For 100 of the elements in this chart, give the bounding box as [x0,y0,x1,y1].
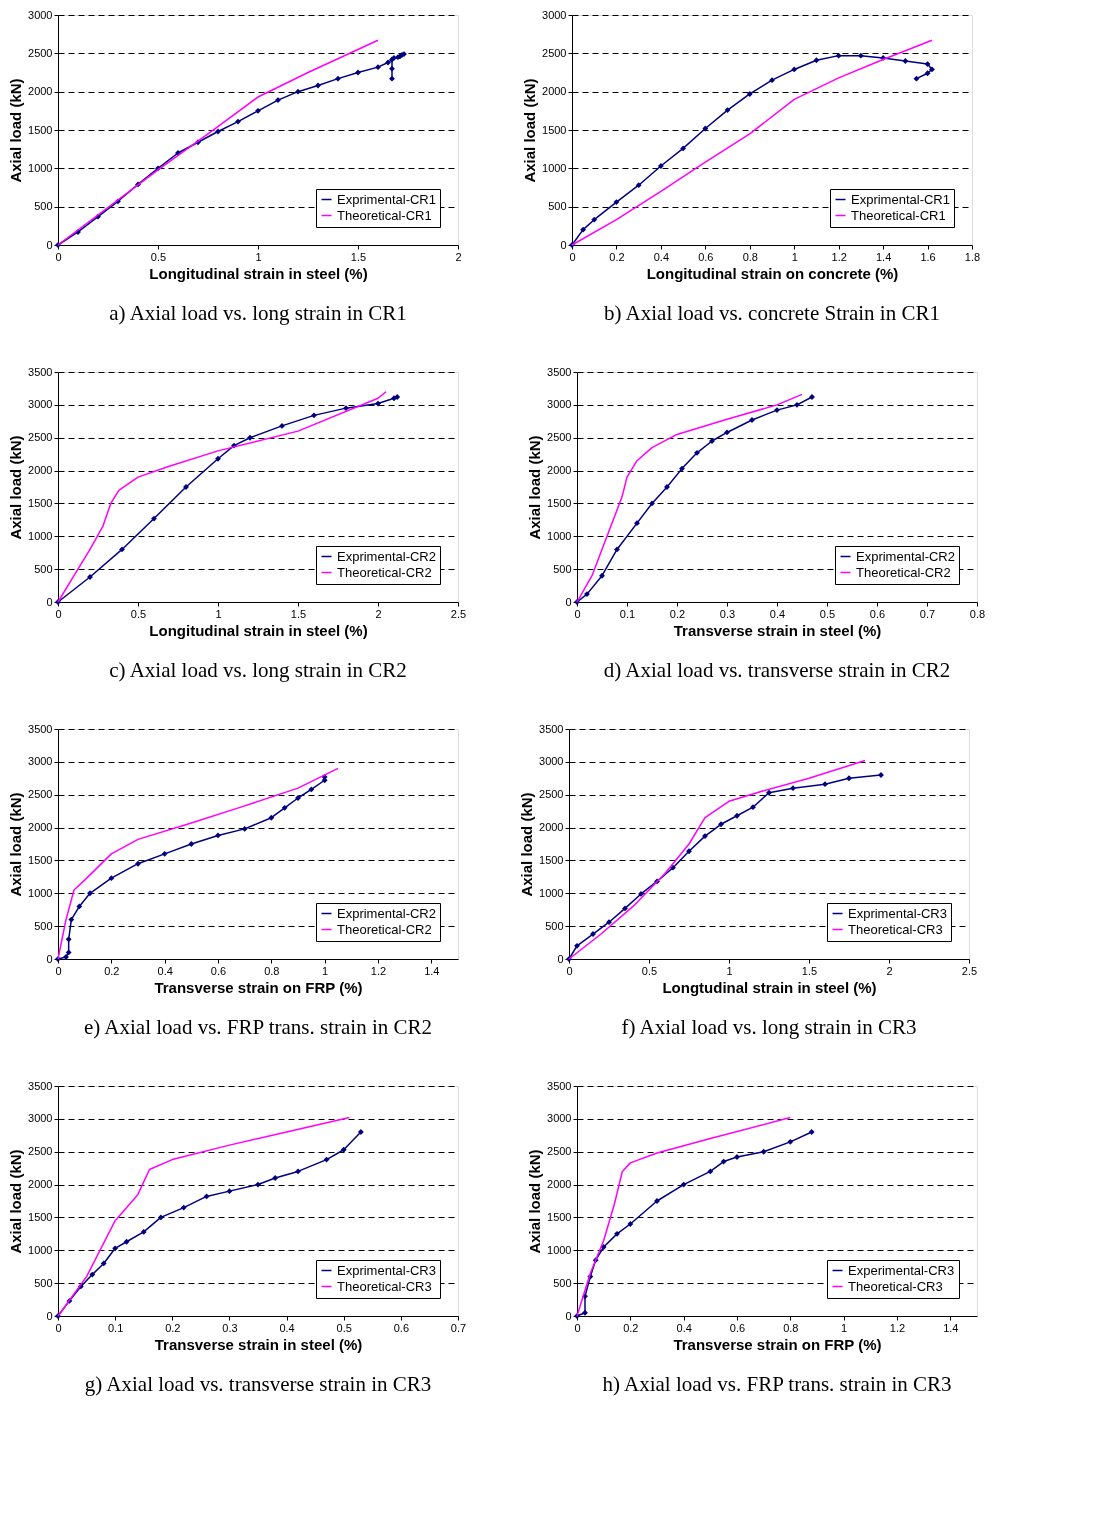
y-tick-label: 500 [34,919,53,932]
y-tick-label: 2500 [539,788,564,801]
x-tick-label: 0.8 [742,250,758,263]
y-tick-label: 1500 [539,853,564,866]
x-axis-title: Transverse strain in steel (%) [154,1335,363,1353]
y-tick-label: 0 [46,238,53,251]
x-tick-label: 0.8 [783,1321,799,1334]
x-tick-label: 0.7 [919,607,936,620]
x-tick-label: 0 [55,607,62,620]
legend-label: Theoretical-CR2 [337,921,432,937]
y-tick-label: 2500 [28,788,53,801]
x-axis-title: Transverse strain in steel (%) [673,621,882,639]
x-tick-label: 0.4 [157,964,173,977]
y-tick-label: 1500 [28,496,53,509]
y-tick-label: 2000 [28,464,53,477]
y-tick-label: 500 [34,1276,53,1289]
x-tick-label: 2.5 [961,964,978,977]
legend-label: Exprimental-CR1 [851,191,950,207]
legend-label: Exprimental-CR2 [856,548,955,564]
y-tick-label: 2500 [28,1145,53,1158]
y-tick-label: 2500 [547,431,572,444]
y-tick-label: 2000 [542,85,567,98]
y-tick-label: 500 [553,562,572,575]
x-tick-label: 1.5 [350,250,367,263]
x-tick-label: 0.2 [165,1321,181,1334]
x-tick-label: 0.7 [450,1321,467,1334]
x-tick-label: 0 [55,1321,62,1334]
x-tick-label: 0.6 [393,1321,410,1334]
x-tick-label: 1.4 [943,1321,959,1334]
x-tick-label: 1.4 [424,964,440,977]
x-tick-label: 0 [55,250,62,263]
text: e) Axial load vs. FRP trans. strain in CR2 [83,1015,433,1039]
y-tick-label: 2000 [28,821,53,834]
x-tick-label: 1.2 [889,1321,906,1334]
x-tick-label: 0.4 [279,1321,295,1334]
y-tick-label: 3000 [547,398,572,411]
y-axis-title: Axial load (kN) [518,792,536,897]
x-tick-label: 0.2 [669,607,686,620]
y-tick-label: 2000 [539,821,564,834]
x-tick-label: 0.5 [641,964,658,977]
y-tick-label: 3500 [28,365,53,378]
y-tick-label: 500 [553,1276,572,1289]
legend-label: Exprimental-CR1 [337,191,436,207]
x-axis-title: Longtudinal strain in steel (%) [662,978,877,996]
y-axis-title: Axial load (kN) [7,78,25,183]
x-tick-label: 0.6 [210,964,227,977]
x-tick-label: 1 [841,1321,848,1334]
legend-label: Theoretical-CR1 [851,207,946,223]
x-tick-label: 1 [322,964,329,977]
y-tick-label: 0 [560,238,567,251]
y-tick-label: 500 [34,200,53,213]
text: f) Axial load vs. long strain in CR3 [621,1015,917,1039]
x-tick-label: 1.2 [831,250,847,263]
y-axis-title: Axial load (kN) [7,1149,25,1254]
text: a) Axial load vs. long strain in CR1 [109,301,407,325]
y-tick-label: 2000 [28,1178,53,1191]
y-tick-label: 500 [548,200,567,213]
y-tick-label: 3000 [28,8,53,21]
y-tick-label: 0 [46,1309,53,1322]
x-tick-label: 0.6 [729,1321,746,1334]
text: b) Axial load vs. concrete Strain in CR1 [604,301,940,325]
x-tick-label: 0.3 [719,607,736,620]
y-tick-label: 3500 [28,722,53,735]
x-tick-label: 2 [886,964,893,977]
y-tick-label: 2000 [547,464,572,477]
legend-label: Exprimental-CR3 [848,905,947,921]
y-axis-title: Axial load (kN) [7,792,25,897]
y-tick-label: 1500 [547,496,572,509]
y-tick-label: 3000 [547,1112,572,1125]
legend-label: Exprimental-CR2 [337,548,436,564]
x-axis-title: Longitudinal strain in steel (%) [149,264,368,282]
x-tick-label: 0.5 [819,607,836,620]
x-axis-title: Longitudinal strain on concrete (%) [646,264,899,282]
legend-label: Experimental-CR3 [848,1262,955,1278]
x-tick-label: 0 [574,607,581,620]
x-tick-label: 1 [791,250,798,263]
text: g) Axial load vs. transverse strain in CR3 [84,1372,432,1396]
y-tick-label: 1500 [542,123,567,136]
y-tick-label: 1500 [28,853,53,866]
y-tick-label: 0 [46,595,53,608]
x-tick-label: 0.8 [969,607,986,620]
x-tick-label: 0.5 [336,1321,352,1334]
x-tick-label: 0 [55,964,62,977]
legend-label: Theoretical-CR3 [848,921,943,937]
legend-label: Exprimental-CR3 [337,1262,436,1278]
x-tick-label: 0.1 [619,607,636,620]
legend-label: Theoretical-CR2 [856,564,951,580]
y-tick-label: 3500 [547,1079,572,1092]
x-tick-label: 0.5 [150,250,167,263]
x-tick-label: 1.6 [920,250,936,263]
x-tick-label: 1.4 [875,250,892,263]
x-tick-label: 1 [726,964,733,977]
x-tick-label: 0.6 [869,607,886,620]
x-tick-label: 0.5 [130,607,147,620]
x-tick-label: 1 [255,250,262,263]
text: d) Axial load vs. transverse strain in CR2 [603,658,951,682]
y-tick-label: 2500 [547,1145,572,1158]
y-tick-label: 0 [46,952,53,965]
y-tick-label: 500 [545,919,564,932]
x-tick-label: 1.5 [801,964,818,977]
